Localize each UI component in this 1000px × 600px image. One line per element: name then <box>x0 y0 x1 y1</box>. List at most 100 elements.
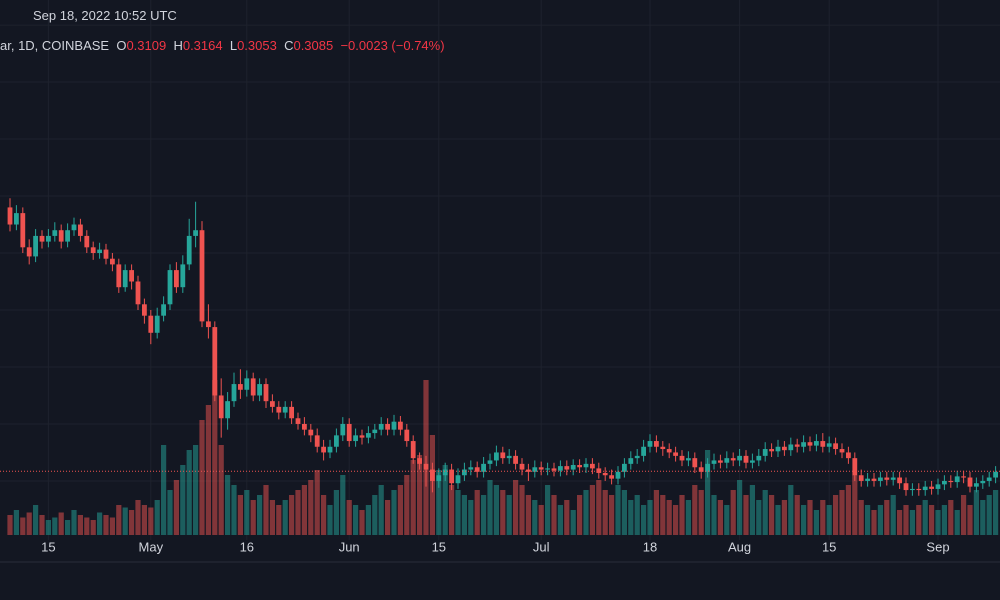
volume-bar <box>743 495 749 535</box>
candle-body <box>634 455 640 459</box>
candle-body <box>71 224 77 231</box>
volume-bar <box>359 510 365 535</box>
candle-body <box>673 452 678 456</box>
volume-bar <box>513 480 519 535</box>
volume-bar <box>788 485 794 535</box>
candle-body <box>231 384 237 402</box>
candle-body <box>52 230 58 236</box>
candles <box>0 198 1000 496</box>
candle-body <box>878 477 883 481</box>
volume-bar <box>692 485 698 535</box>
volume-bar <box>890 495 896 535</box>
symbol: ar, 1D, COINBASE <box>0 38 110 53</box>
candle-body <box>641 446 646 456</box>
candle-body <box>935 484 941 489</box>
volume-bar <box>461 495 467 535</box>
x-tick-label: 15 <box>41 539 55 554</box>
volume-bar <box>327 505 333 535</box>
volume-bar <box>404 475 410 535</box>
candle-body <box>890 477 896 480</box>
candle-body <box>276 406 282 413</box>
volume-bar <box>237 495 243 535</box>
volume-bar <box>193 445 199 535</box>
volume-bar <box>205 405 211 535</box>
volume-bar <box>282 500 288 535</box>
candle-body <box>954 476 960 483</box>
candle-body <box>775 446 781 452</box>
volume-bar <box>97 512 103 535</box>
volume-bar <box>39 515 45 535</box>
candle-body <box>577 464 582 468</box>
candle-body <box>346 423 352 442</box>
volume-bar <box>897 510 903 535</box>
volume-bar <box>954 510 960 535</box>
candle-body <box>628 458 634 464</box>
candle-body <box>692 458 698 468</box>
candle-body <box>718 460 723 463</box>
candle-body <box>487 460 493 464</box>
volume-bar <box>980 500 986 535</box>
candle-body <box>295 418 301 424</box>
candle-body <box>558 466 563 471</box>
candle-body <box>468 467 474 470</box>
volume-bar <box>884 500 890 535</box>
volume-bar <box>685 500 691 535</box>
volume-bar <box>877 505 883 535</box>
candle-body <box>302 423 307 430</box>
x-tick-label: 15 <box>822 539 836 554</box>
volume-bar <box>577 495 583 535</box>
volume-bar <box>845 485 851 535</box>
candle-body <box>858 475 864 481</box>
volume-bar <box>33 505 39 535</box>
candle-body <box>167 270 173 305</box>
candle-body <box>385 423 390 430</box>
candle-body <box>756 455 762 461</box>
volume-bar <box>858 500 864 535</box>
volume-bar <box>372 495 378 535</box>
volume-bar <box>826 505 832 535</box>
volume-bar <box>705 450 711 535</box>
volume-bar <box>986 495 992 535</box>
candle-body <box>897 477 902 484</box>
candle-body <box>532 467 538 472</box>
volume-bar <box>493 485 499 535</box>
candle-body <box>545 468 550 470</box>
volume-bar <box>679 495 685 535</box>
candle-body <box>359 435 365 438</box>
candle-body <box>161 304 166 316</box>
candle-body <box>730 458 736 461</box>
volume-bar <box>218 445 224 535</box>
candle-body <box>737 455 742 461</box>
volume-bar <box>314 470 320 535</box>
candle-body <box>103 249 109 259</box>
volume-bar <box>45 520 51 535</box>
volume-bar <box>961 495 967 535</box>
candle-body <box>801 442 806 447</box>
volume-bar <box>129 510 135 535</box>
volume-bar <box>801 505 807 535</box>
candle-body <box>929 486 934 489</box>
volume-bar <box>263 485 269 535</box>
candle-body <box>154 315 160 333</box>
volume-bar <box>340 475 346 535</box>
volume-bar <box>20 517 26 535</box>
volume-bar <box>698 490 704 535</box>
candle-body <box>206 321 211 328</box>
volume-bar <box>583 490 589 535</box>
candle-body <box>871 478 877 481</box>
candle-body <box>327 446 333 453</box>
volume-bar <box>474 490 480 535</box>
candle-body <box>334 435 339 447</box>
candle-body <box>289 406 294 419</box>
candle-body <box>884 477 890 480</box>
volume-bar <box>116 505 122 535</box>
volume-bar <box>519 485 525 535</box>
volume-bar <box>852 475 858 535</box>
volume-bar <box>865 505 871 535</box>
volume-bar <box>570 510 576 535</box>
volume-bar <box>449 485 455 535</box>
volume-bar <box>628 500 634 535</box>
volume-bar <box>231 485 237 535</box>
